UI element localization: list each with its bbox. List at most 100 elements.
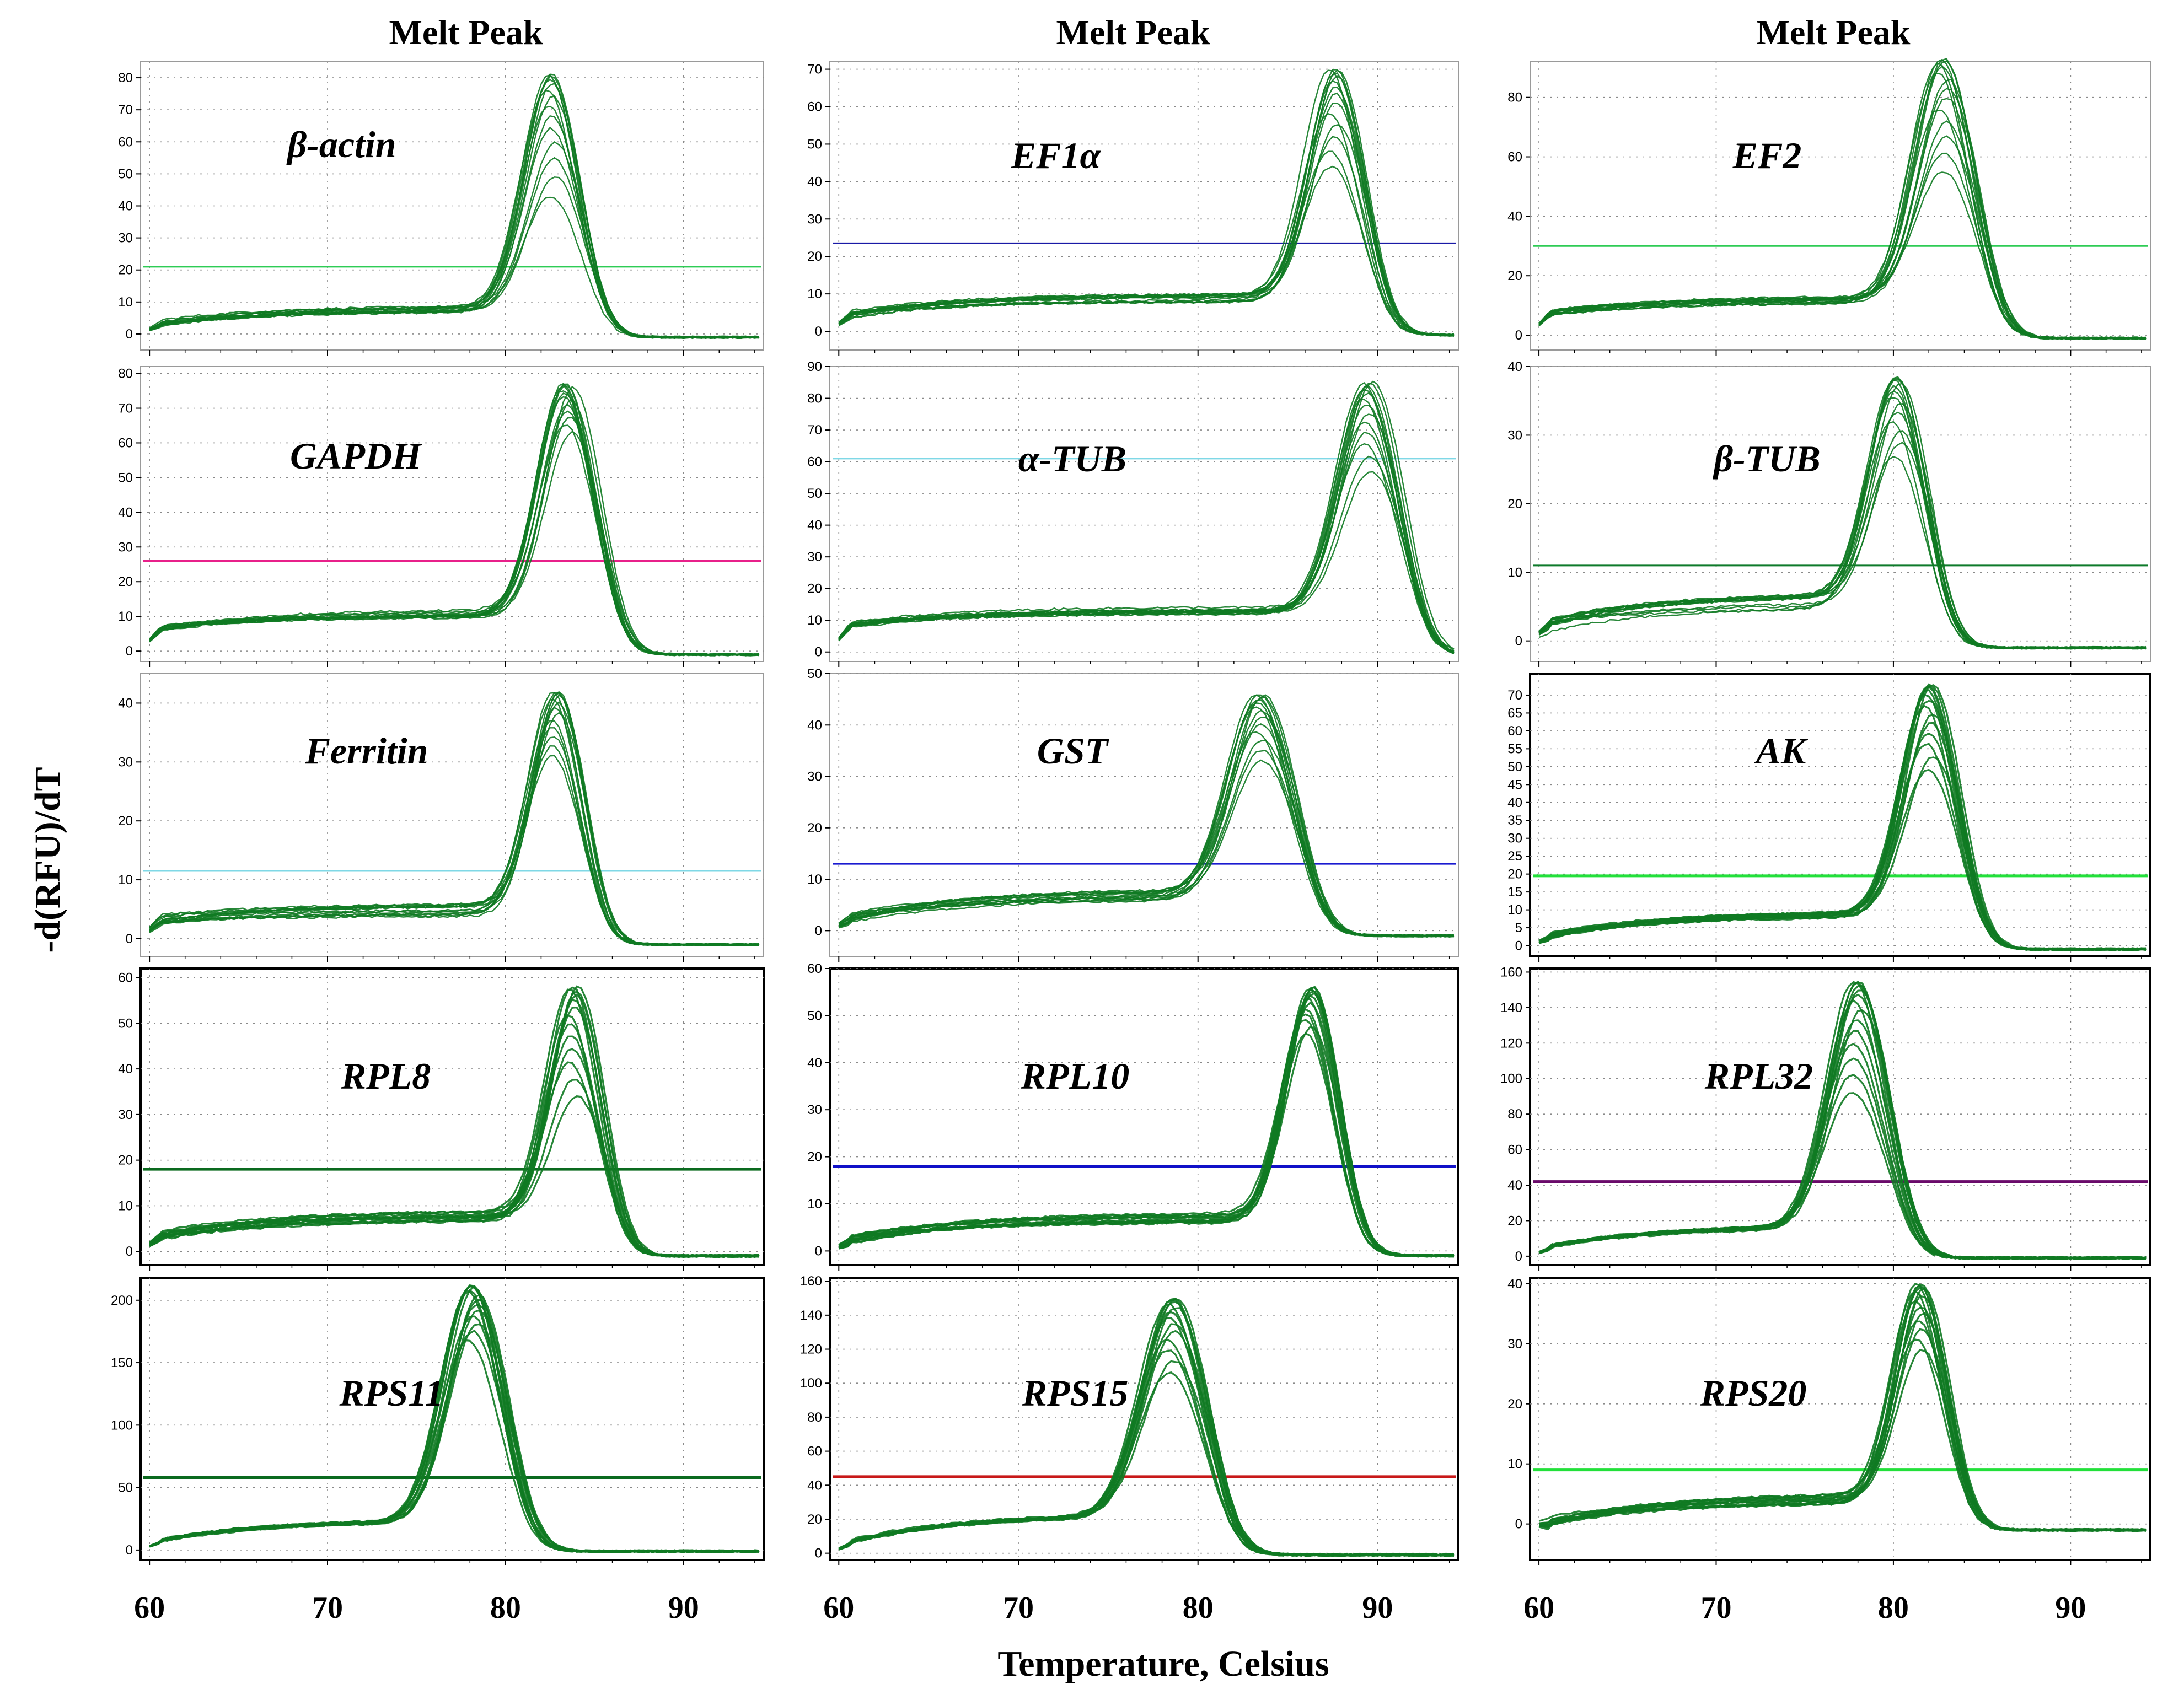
- melt-curve: [1538, 411, 2147, 650]
- melt-curves: [1538, 683, 2147, 951]
- y-tick-label: 5: [1515, 921, 1522, 935]
- y-tick-label: 35: [1507, 813, 1522, 828]
- melt-curves: [1538, 376, 2147, 650]
- y-tick-label: 10: [807, 613, 822, 628]
- melt-curves: [1538, 58, 2147, 340]
- gene-label-beta-tub: β-TUB: [1712, 438, 1820, 480]
- x-tick-label: 70: [1003, 1591, 1034, 1625]
- y-tick-label: 40: [118, 199, 133, 214]
- y-tick-label: 0: [126, 932, 133, 946]
- y-tick-label: 80: [118, 71, 133, 85]
- melt-curve: [838, 405, 1455, 652]
- y-tick-label: 50: [118, 470, 133, 485]
- y-tick-label: 10: [807, 872, 822, 887]
- x-tick-label: 80: [1183, 1591, 1214, 1625]
- y-tick-label: 0: [1515, 1249, 1522, 1264]
- y-tick-label: 50: [807, 486, 822, 501]
- y-tick-label: 40: [118, 1062, 133, 1077]
- panel-rps15: 0 20 40 60 80 100 120 140 160 RPS15: [800, 1274, 1459, 1565]
- y-tick-label: 30: [807, 1102, 822, 1117]
- y-tick-label: 100: [111, 1418, 133, 1433]
- plot-frame: [1529, 1277, 2151, 1561]
- x-tick-label: 80: [490, 1591, 521, 1625]
- y-tick-label: 30: [118, 1107, 133, 1122]
- y-tick-label: 60: [1507, 724, 1522, 739]
- y-tick-label: 200: [111, 1293, 133, 1308]
- melt-curve: [838, 380, 1455, 650]
- melt-curves: [149, 985, 760, 1258]
- panel-alpha-tub: 0 10 20 30 40 50 60 70 80 90 α-TUB: [807, 359, 1459, 667]
- panel-rpl32: 0 20 40 60 80 100 120 140 160 RPL32: [1500, 965, 2151, 1271]
- y-tick-label: 60: [807, 961, 822, 976]
- panel-rps11: 0 50 100 150 200 RPS11: [111, 1277, 765, 1565]
- melt-curve: [1538, 1074, 2147, 1260]
- plot-frame: [1529, 673, 2151, 957]
- plot-frame: [139, 1277, 765, 1561]
- y-tick-label: 0: [126, 327, 133, 342]
- gene-label-rpl10: RPL10: [1021, 1055, 1129, 1097]
- y-tick-label: 50: [1507, 760, 1522, 774]
- panel-beta-tub: 0 10 20 30 40 β-TUB: [1507, 359, 2151, 667]
- y-tick-label: 150: [111, 1355, 133, 1370]
- y-tick-label: 40: [807, 518, 822, 533]
- melt-curves: [149, 383, 760, 657]
- panels-grid: 01020304050607080β-actin010203040506070E…: [111, 58, 2151, 1565]
- y-tick-label: 10: [1507, 903, 1522, 918]
- y-tick-label: 70: [1507, 688, 1522, 703]
- x-tick-label: 70: [1701, 1591, 1732, 1625]
- gene-label-rps20: RPS20: [1700, 1372, 1807, 1414]
- y-tick-label: 10: [807, 1197, 822, 1212]
- melt-curve: [1539, 1349, 2147, 1532]
- x-axis-shared: 60 70 80 90 60 70 80 90 60 70 80 90: [134, 1591, 2086, 1625]
- y-tick-label: 0: [126, 1543, 133, 1558]
- y-tick-label: 20: [118, 814, 133, 829]
- y-axis-title: -d(RFU)/dT: [28, 767, 68, 953]
- melt-curve: [149, 1339, 760, 1553]
- y-tick-label: 30: [1507, 1337, 1522, 1352]
- x-tick-label: 60: [1523, 1591, 1554, 1625]
- y-tick-label: 45: [1507, 777, 1522, 792]
- y-tick-label: 80: [1507, 90, 1522, 105]
- y-tick-label: 20: [118, 263, 133, 278]
- y-tick-label: 40: [118, 696, 133, 711]
- y-tick-label: 70: [807, 423, 822, 438]
- melt-curve: [838, 471, 1455, 652]
- panel-ef1alpha: 0 10 20 30 40 50 60 70 EF1α: [807, 61, 1459, 356]
- y-tick-label: 30: [807, 770, 822, 784]
- y-tick-label: 10: [118, 609, 133, 624]
- y-tick-label: 140: [800, 1308, 822, 1323]
- y-tick-label: 15: [1507, 885, 1522, 900]
- melt-curve: [1538, 120, 2147, 340]
- y-tick-label: 80: [1507, 1107, 1522, 1122]
- melt-curve: [149, 1095, 760, 1258]
- melt-curve: [838, 1371, 1455, 1557]
- melt-curves: [838, 380, 1455, 654]
- melt-curve: [1538, 768, 2147, 951]
- y-tick-label: 40: [1507, 209, 1522, 224]
- melt-curve: [149, 196, 759, 340]
- column-title-2: Melt Peak: [1056, 13, 1210, 52]
- y-tick-label: 20: [807, 582, 822, 596]
- melt-curves: [1538, 1282, 2147, 1532]
- y-tick-label: 60: [807, 100, 822, 115]
- gene-label-alpha-tub: α-TUB: [1018, 438, 1126, 480]
- y-tick-label: 0: [1515, 939, 1522, 954]
- melt-curve: [149, 755, 759, 946]
- y-tick-label: 80: [807, 1410, 822, 1425]
- y-tick-label: 20: [807, 249, 822, 264]
- melt-curve: [1538, 1092, 2147, 1260]
- melt-curves: [1538, 980, 2147, 1261]
- y-tick-label: 80: [807, 391, 822, 406]
- melt-curves: [838, 986, 1455, 1258]
- y-tick-label: 0: [815, 1546, 822, 1561]
- y-tick-label: 30: [807, 550, 822, 564]
- melt-curve: [149, 141, 760, 339]
- y-tick-label: 100: [800, 1376, 822, 1391]
- y-tick-label: 20: [1507, 1397, 1522, 1412]
- y-tick-label: 10: [1507, 565, 1522, 580]
- panel-rps20: 0 10 20 30 40 RPS20: [1507, 1277, 2151, 1565]
- y-tick-label: 40: [1507, 359, 1522, 374]
- y-tick-label: 30: [807, 212, 822, 227]
- y-tick-label: 80: [118, 367, 133, 381]
